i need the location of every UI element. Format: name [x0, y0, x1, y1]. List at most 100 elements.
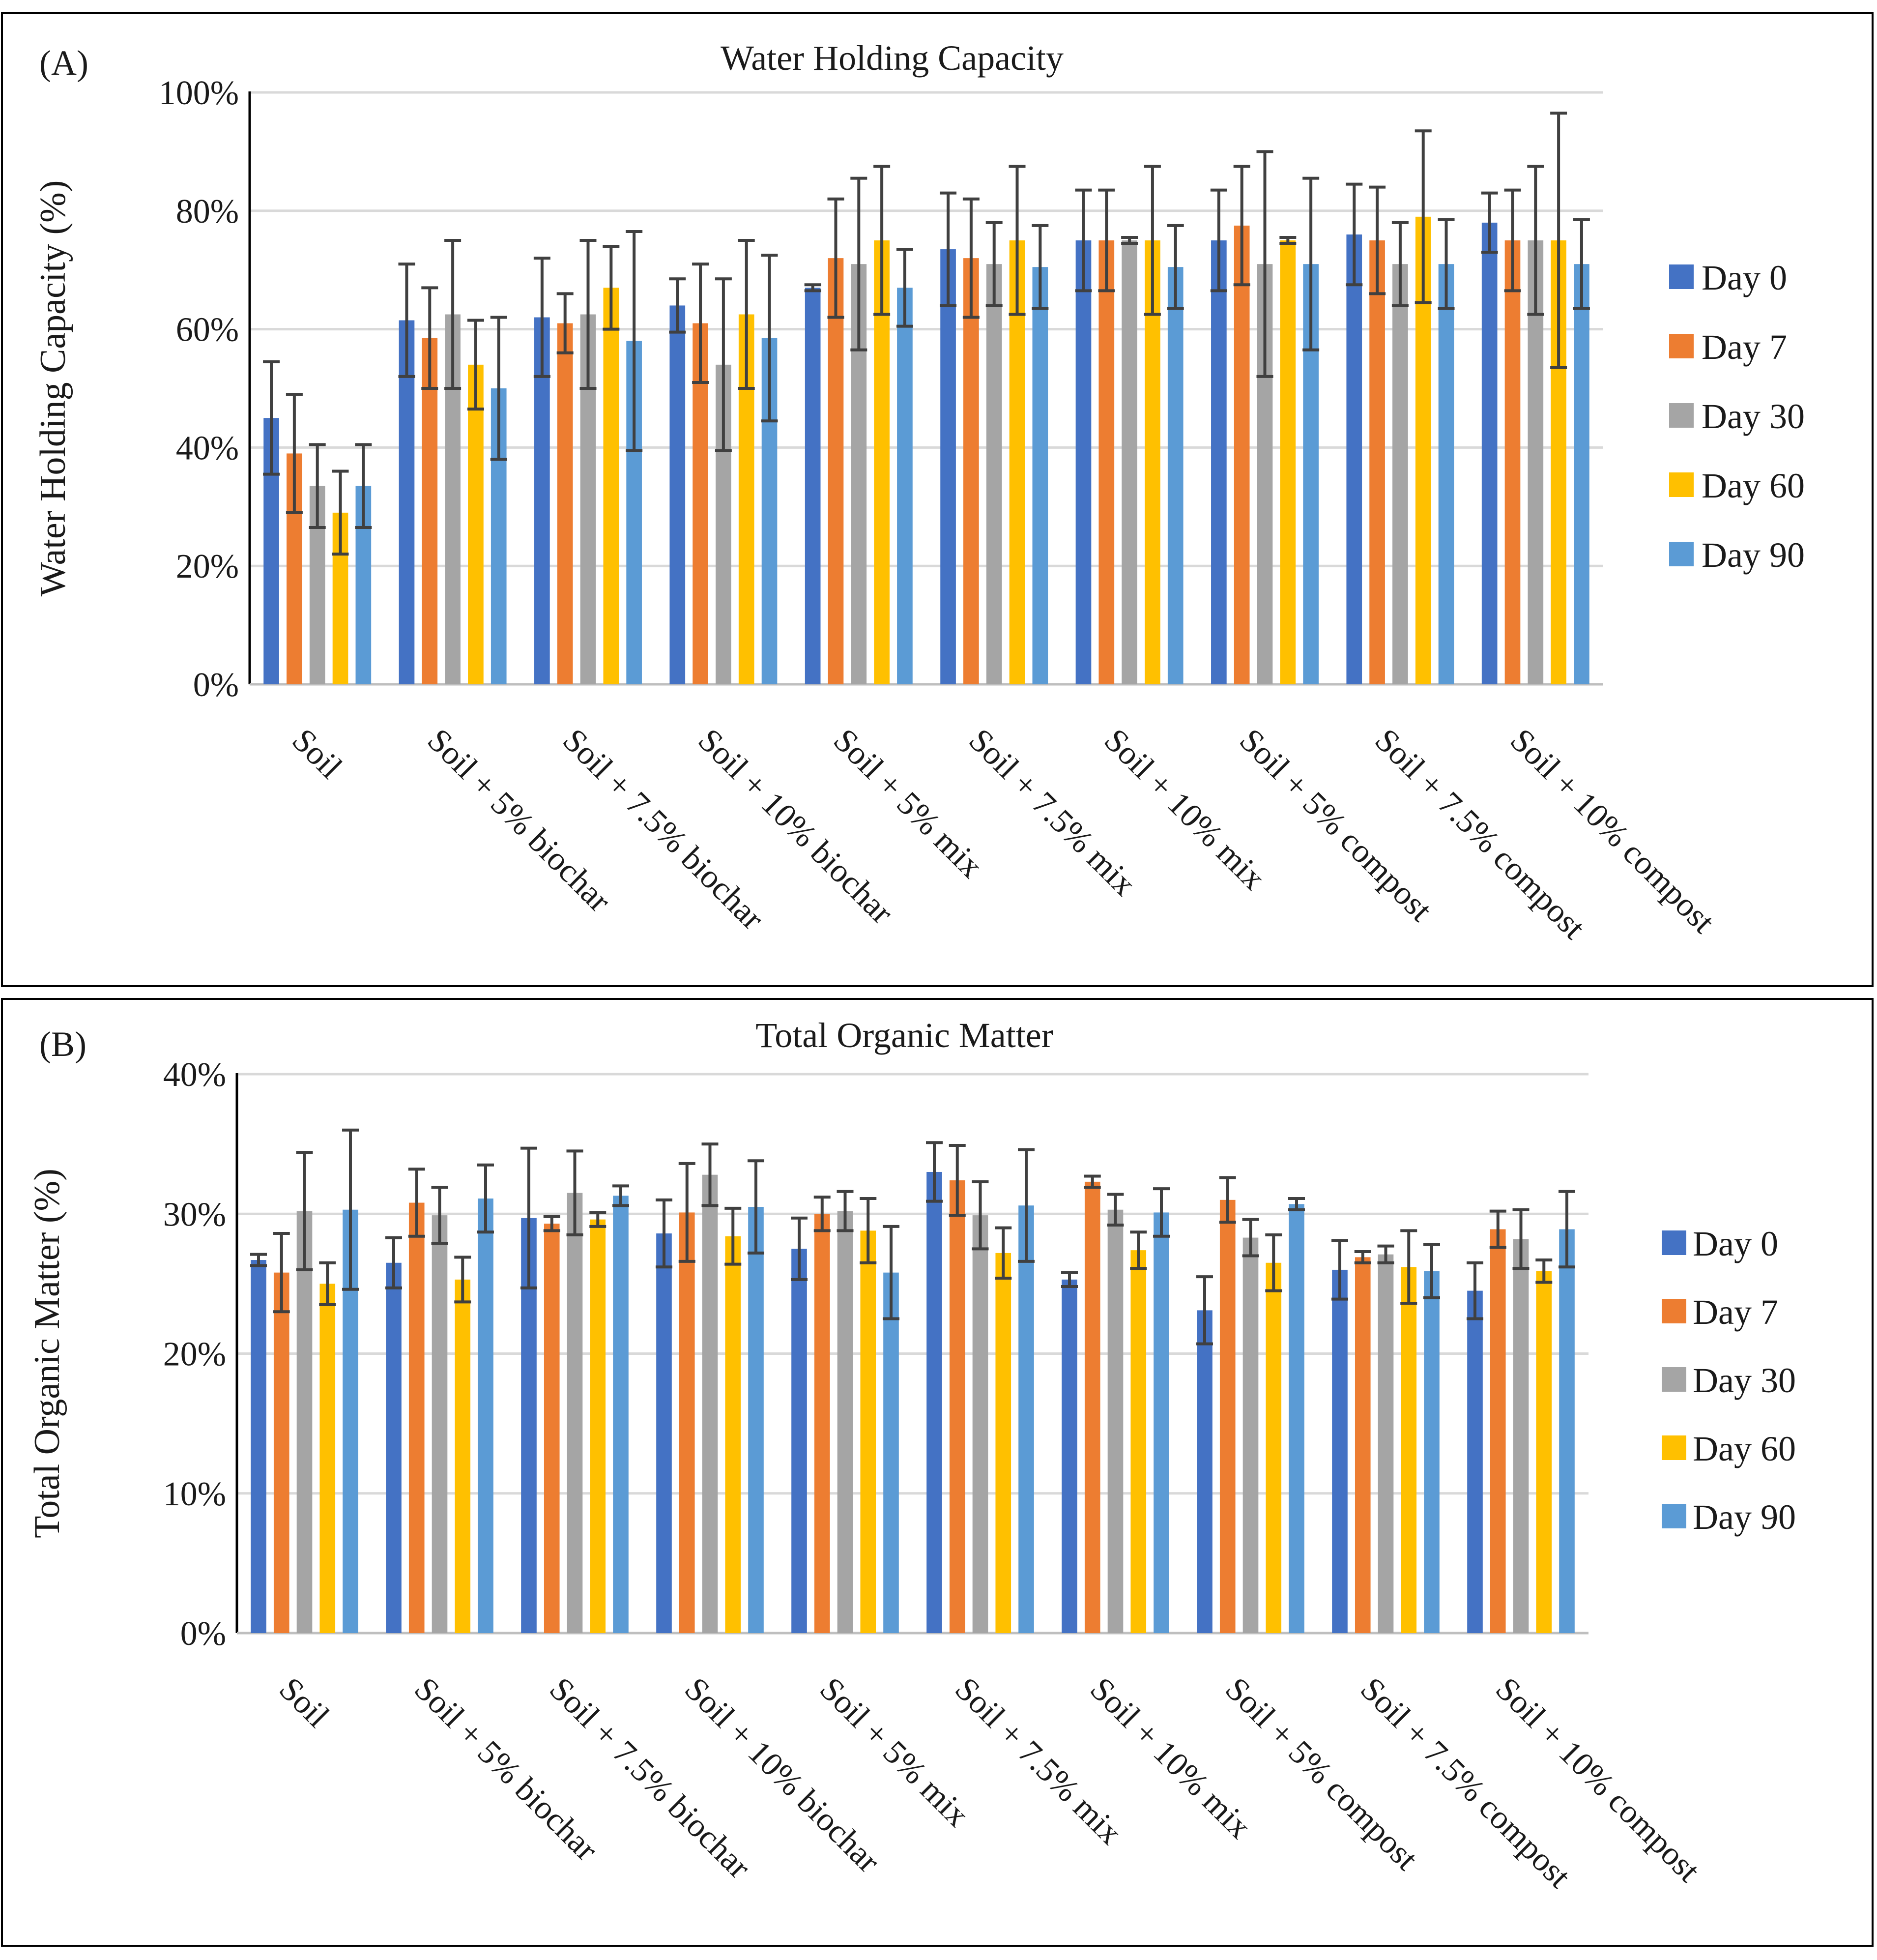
error-bar-day-30-soil-5-biochar: [431, 1186, 448, 1245]
bar-day-7-soil-7-5-biochar: [557, 323, 573, 684]
error-bar-day-90-soil-10-biochar: [761, 254, 778, 423]
error-bar-day-60-soil-7-5-biochar: [589, 1211, 606, 1228]
error-bar-day-7-soil-7-5-mix: [949, 1143, 966, 1217]
panel-label: (B): [39, 1024, 87, 1064]
panel-frame: [1, 998, 1874, 1947]
legend-label-day-0: Day 0: [1702, 258, 1787, 297]
bar-day-0-soil-10-mix: [1062, 1279, 1077, 1633]
bar-day-7-soil-5-compost: [1234, 225, 1250, 684]
bar-day-0-soil-5-mix: [791, 1249, 807, 1633]
bar-day-7-soil-10-biochar: [679, 1212, 695, 1633]
legend-swatch-day-30: [1669, 403, 1694, 428]
bar-day-30-soil-5-biochar: [432, 1215, 448, 1633]
bar-day-7-soil: [273, 1272, 289, 1633]
error-bar-day-60-soil-7-5-mix: [995, 1226, 1012, 1280]
bar-day-60-soil: [319, 1284, 336, 1633]
bar-day-90-soil-5-biochar: [478, 1198, 493, 1633]
bar-day-90-soil-7-5-mix: [1018, 1205, 1034, 1633]
error-bar-day-60-soil: [319, 1261, 336, 1307]
legend-label-day-30: Day 30: [1702, 397, 1805, 436]
bar-day-90-soil-10-mix: [1167, 267, 1184, 684]
error-bar-day-30-soil-5-compost: [1242, 1218, 1259, 1258]
bar-day-30-soil-7-5-compost: [1378, 1254, 1394, 1633]
bar-day-60-soil-5-compost: [1280, 240, 1296, 684]
error-bar-day-0-soil-5-compost: [1210, 188, 1227, 293]
error-bar-day-90-soil-7-5-mix: [1032, 224, 1049, 310]
legend-label-day-0: Day 0: [1693, 1224, 1778, 1263]
error-bar-day-60-soil-5-compost: [1279, 235, 1297, 245]
error-bar-day-0-soil-10-mix: [1075, 188, 1092, 293]
error-bar-day-30-soil-5-biochar: [444, 239, 462, 390]
error-bar-day-90-soil-5-biochar: [477, 1163, 494, 1234]
error-bar-day-0-soil-7-5-compost: [1346, 182, 1363, 287]
y-tick-label: 40%: [176, 429, 239, 467]
error-bar-day-7-soil-10-mix: [1098, 188, 1115, 293]
error-bar-day-60-soil-5-biochar: [467, 319, 484, 411]
error-bar-day-90-soil-7-5-compost: [1423, 1243, 1440, 1299]
error-bar-day-90-soil: [355, 443, 372, 529]
y-tick-label: 80%: [176, 193, 239, 231]
error-bar-day-7-soil-7-5-mix: [962, 197, 980, 319]
bar-day-30-soil-10-compost: [1513, 1239, 1529, 1633]
legend-swatch-day-60: [1662, 1435, 1686, 1460]
bar-day-60-soil-10-compost: [1536, 1271, 1552, 1633]
error-bar-day-7-soil-7-5-biochar: [556, 292, 574, 354]
error-bar-day-90-soil-7-5-biochar: [612, 1184, 629, 1207]
chart-title: Water Holding Capacity: [721, 38, 1064, 78]
error-bar-day-30-soil-7-5-mix: [972, 1180, 989, 1251]
error-bar-day-90-soil-5-mix: [883, 1225, 899, 1320]
error-bar-day-30-soil-10-mix: [1107, 1193, 1124, 1227]
bar-day-30-soil-7-5-mix: [972, 1215, 988, 1633]
bar-day-7-soil-5-biochar: [408, 1202, 425, 1633]
error-bar-day-0-soil-7-5-compost: [1331, 1239, 1348, 1301]
bar-day-30-soil-7-5-biochar: [567, 1193, 583, 1633]
bar-day-60-soil-7-5-compost: [1401, 1267, 1417, 1633]
error-bar-day-0-soil-10-compost: [1467, 1261, 1483, 1320]
panel-frame: [1, 12, 1874, 987]
legend-swatch-day-7: [1669, 334, 1694, 358]
bar-day-7-soil-5-mix: [828, 258, 844, 684]
x-category-label: Soil: [272, 1670, 337, 1734]
legend-swatch-day-30: [1662, 1367, 1686, 1392]
bar-day-7-soil-5-biochar: [422, 338, 438, 684]
bar-day-0-soil-10-biochar: [669, 305, 686, 684]
error-bar-day-30-soil-10-compost: [1527, 165, 1544, 316]
error-bar-day-30-soil-7-5-biochar: [566, 1149, 583, 1236]
error-bar-day-30-soil-10-mix: [1121, 235, 1138, 245]
bar-day-7-soil-7-5-mix: [963, 258, 979, 684]
chart-title: Total Organic Matter: [755, 1016, 1053, 1055]
error-bar-day-7-soil-5-mix: [827, 197, 844, 319]
bar-day-0-soil-10-mix: [1075, 240, 1092, 684]
error-bar-day-60-soil-7-5-mix: [1009, 165, 1026, 316]
error-bar-day-60-soil-10-biochar: [738, 239, 755, 390]
y-tick-label: 20%: [176, 548, 239, 585]
bar-day-7-soil-7-5-biochar: [544, 1224, 560, 1633]
bar-day-0-soil-5-biochar: [399, 320, 415, 684]
error-bar-day-0-soil-10-compost: [1481, 191, 1498, 254]
bar-day-7-soil-10-mix: [1098, 240, 1115, 684]
bar-day-60-soil-5-biochar: [468, 364, 484, 684]
y-tick-label: 100%: [159, 74, 239, 112]
x-category-label: Soil: [285, 721, 349, 786]
error-bar-day-90-soil-5-mix: [896, 248, 913, 328]
error-bar-day-90-soil-7-5-mix: [1018, 1148, 1035, 1263]
bar-day-30-soil: [296, 1211, 313, 1633]
error-bar-day-90-soil-5-compost: [1302, 176, 1320, 351]
error-bar-day-0-soil-5-mix: [804, 283, 821, 293]
bar-day-0-soil-5-compost: [1211, 240, 1227, 684]
legend-swatch-day-0: [1669, 264, 1694, 289]
error-bar-day-7-soil-5-biochar: [408, 1168, 425, 1238]
legend-swatch-day-0: [1662, 1230, 1686, 1255]
bar-day-30-soil-10-mix: [1107, 1209, 1124, 1633]
y-axis-label: Total Organic Matter (%): [27, 1169, 67, 1538]
error-bar-day-0-soil-5-biochar: [398, 263, 415, 378]
error-bar-day-90-soil-10-compost: [1573, 218, 1590, 310]
error-bar-day-90-soil-10-compost: [1559, 1190, 1575, 1269]
bar-day-0-soil-5-mix: [805, 288, 821, 684]
bar-day-90-soil-10-compost: [1559, 1229, 1575, 1633]
error-bar-day-60-soil-10-compost: [1550, 112, 1567, 369]
y-tick-label: 40%: [163, 1056, 226, 1094]
panel-b-total-organic-matter: (B) Total Organic Matter Total Organic Mat…: [1, 998, 1874, 1947]
bar-day-30-soil-7-5-compost: [1392, 264, 1408, 684]
error-bar-day-30-soil-5-mix: [850, 176, 867, 351]
